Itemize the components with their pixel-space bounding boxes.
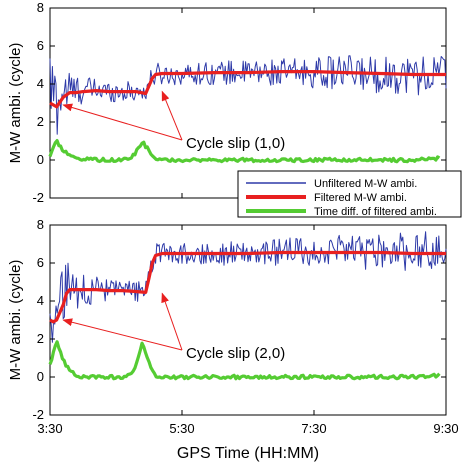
top-series-filtered — [49, 69, 446, 109]
top-ytick-label: 8 — [37, 0, 44, 15]
bottom-annotation-text: Cycle slip (2,0) — [186, 345, 285, 362]
top-ytick-label: 2 — [37, 114, 44, 129]
bottom-ytick-label: 2 — [37, 331, 44, 346]
legend-label-unfiltered: Unfiltered M-W ambi. — [314, 178, 417, 190]
legend: Unfiltered M-W ambi. Filtered M-W ambi. … — [237, 170, 462, 218]
top-plot-frame — [49, 7, 447, 199]
top-ticks: -2 0 2 4 6 8 — [32, 0, 447, 205]
top-panel: -2 0 2 4 6 8 M-W ambi. (cycle) Cycle slip (1,… — [7, 0, 462, 218]
bottom-ytick-label: 8 — [37, 217, 44, 232]
top-series-unfiltered — [49, 55, 447, 135]
bottom-ytick-label: -2 — [32, 407, 44, 422]
top-ytick-label: 4 — [37, 76, 44, 91]
bottom-panel: -2 0 2 4 6 8 3:30 5:30 7:30 9:30 M-W ambi. (cycle… — [7, 217, 459, 462]
legend-label-timediff: Time diff. of filtered ambi. — [314, 206, 437, 218]
bottom-y-axis-label: M-W ambi. (cycle) — [7, 260, 24, 381]
xtick-label: 9:30 — [433, 421, 458, 436]
top-ytick-label: 6 — [37, 38, 44, 53]
top-series-group — [48, 55, 447, 164]
bottom-annotation-arrow — [62, 318, 183, 351]
top-y-axis-label: M-W ambi. (cycle) — [7, 43, 24, 164]
top-ytick-label: 0 — [37, 152, 44, 167]
xtick-label: 7:30 — [301, 421, 326, 436]
legend-label-filtered: Filtered M-W ambi. — [314, 192, 407, 204]
xtick-label: 3:30 — [37, 421, 62, 436]
xtick-label: 5:30 — [169, 421, 194, 436]
top-annotation-text: Cycle slip (1,0) — [186, 135, 285, 152]
bottom-annotation: Cycle slip (2,0) — [62, 292, 285, 362]
top-annotation-arrow — [62, 103, 183, 141]
bottom-annotation-arrow — [161, 292, 183, 351]
x-axis-label: GPS Time (HH:MM) — [177, 445, 319, 462]
bottom-ticks: -2 0 2 4 6 8 3:30 5:30 7:30 9:30 — [32, 217, 458, 436]
top-annotation-arrow — [161, 90, 183, 141]
bottom-ytick-label: 4 — [37, 293, 44, 308]
top-ytick-label: -2 — [32, 190, 44, 205]
top-series-timediff — [48, 139, 441, 164]
bottom-ytick-label: 6 — [37, 255, 44, 270]
top-annotation: Cycle slip (1,0) — [62, 90, 285, 152]
bottom-ytick-label: 0 — [37, 369, 44, 384]
bottom-series-unfiltered — [49, 231, 447, 343]
bottom-series-timediff — [48, 340, 441, 381]
bottom-series-filtered — [49, 250, 446, 324]
bottom-series-group — [48, 231, 447, 381]
